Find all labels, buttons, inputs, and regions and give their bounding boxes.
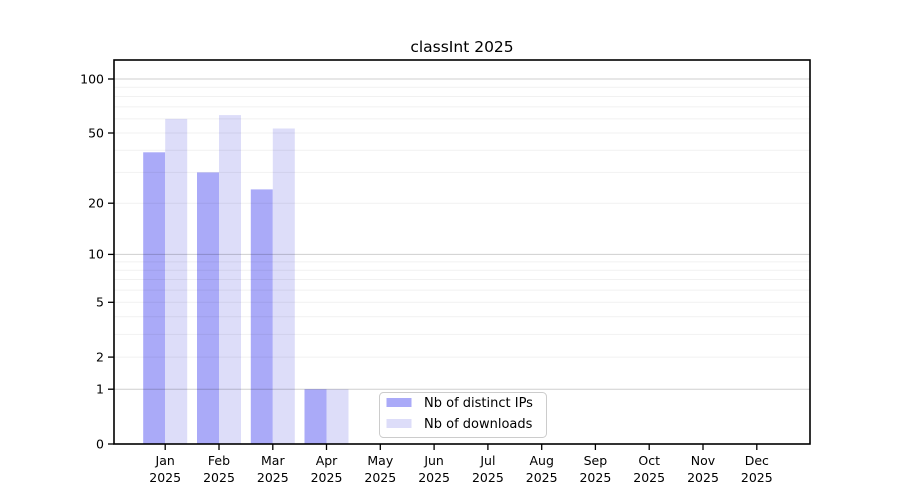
x-tick-label-month: Jan xyxy=(155,453,175,468)
bar-mar-series0 xyxy=(250,189,273,444)
x-tick-label-year: 2025 xyxy=(418,470,450,485)
legend-swatch-series1 xyxy=(386,419,412,428)
x-tick-label-month: Jun xyxy=(423,453,444,468)
x-tick-label-month: Dec xyxy=(745,453,769,468)
x-tick-label-year: 2025 xyxy=(472,470,504,485)
y-tick-label: 1 xyxy=(96,382,104,397)
bar-feb-series1 xyxy=(219,115,241,444)
bar-jan-series0 xyxy=(143,152,166,445)
x-tick-label-year: 2025 xyxy=(149,470,181,485)
x-tick-label-month: Aug xyxy=(529,453,553,468)
gridlines-layer xyxy=(114,78,810,390)
y-tick-label: 100 xyxy=(80,71,104,86)
y-tick-label: 50 xyxy=(88,125,104,140)
x-tick-label-year: 2025 xyxy=(364,470,396,485)
bar-feb-series0 xyxy=(197,172,219,444)
x-tick-label-year: 2025 xyxy=(741,470,773,485)
y-tick-label: 20 xyxy=(88,196,104,211)
y-tick-label: 0 xyxy=(96,436,104,451)
x-tick-label-year: 2025 xyxy=(526,470,558,485)
bars-layer xyxy=(143,115,349,445)
x-tick-label-year: 2025 xyxy=(687,470,719,485)
x-tick-label-year: 2025 xyxy=(579,470,611,485)
plot-border xyxy=(113,59,811,445)
legend-box xyxy=(379,392,547,438)
bar-jan-series1 xyxy=(165,118,188,445)
x-tick-label-month: May xyxy=(367,453,393,468)
x-tick-label-month: Nov xyxy=(691,453,716,468)
legend-label-series0: Nb of distinct IPs xyxy=(424,396,533,411)
x-tick-label-year: 2025 xyxy=(203,470,235,485)
x-tick-label-year: 2025 xyxy=(633,470,665,485)
chart-title: classInt 2025 xyxy=(410,38,513,56)
axes-layer: 0 1 2 5 10 20 50 100 Jan 2025 Feb 2025 Mar 2025 Apr 202… xyxy=(80,59,811,485)
y-tick-label: 10 xyxy=(88,247,104,262)
x-tick-label-month: Mar xyxy=(261,453,285,468)
x-tick-label-year: 2025 xyxy=(257,470,289,485)
y-tick-label: 2 xyxy=(96,349,104,364)
x-tick-label-month: Jul xyxy=(479,453,495,468)
x-tick-label-year: 2025 xyxy=(311,470,343,485)
bar-apr-series0 xyxy=(304,389,327,444)
y-tick-label: 5 xyxy=(96,295,104,310)
bar-mar-series1 xyxy=(272,128,295,444)
legend-label-series1: Nb of downloads xyxy=(424,417,533,432)
legend: Nb of distinct IPs Nb of downloads xyxy=(379,392,547,438)
legend-swatch-series0 xyxy=(386,398,412,407)
x-tick-label-month: Sep xyxy=(584,453,608,468)
x-tick-label-month: Feb xyxy=(208,453,230,468)
x-tick-label-month: Oct xyxy=(638,453,660,468)
x-tick-label-month: Apr xyxy=(316,453,338,468)
bar-apr-series1 xyxy=(326,389,349,444)
